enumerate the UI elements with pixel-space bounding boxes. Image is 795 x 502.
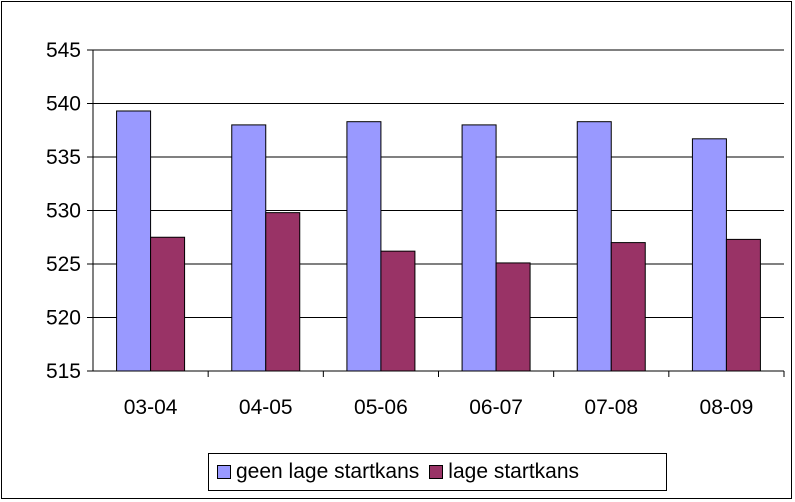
x-tick-label: 04-05 — [239, 396, 293, 419]
y-tick-label: 525 — [46, 253, 81, 276]
bar-2-06-07 — [495, 262, 531, 372]
bar-2-08-09 — [725, 238, 761, 372]
legend: geen lage startkans lage startkans — [208, 453, 667, 491]
y-tick-label: 540 — [46, 93, 81, 116]
bar-2-03-04 — [150, 236, 186, 372]
bar-1-05-06 — [346, 121, 382, 372]
bar-1-08-09 — [691, 138, 727, 372]
y-tick-label: 530 — [46, 200, 81, 223]
x-tick-label: 07-08 — [584, 396, 638, 419]
legend-label-series-2: lage startkans — [448, 460, 580, 483]
x-tick-label: 08-09 — [700, 396, 754, 419]
bar-1-03-04 — [116, 110, 152, 372]
bar-1-04-05 — [231, 124, 267, 372]
bar-1-07-08 — [576, 121, 612, 372]
bar-2-07-08 — [610, 242, 646, 372]
legend-item-series-1: geen lage startkans — [217, 460, 419, 484]
x-tick-label: 03-04 — [124, 396, 178, 419]
legend-item-series-2: lage startkans — [429, 460, 579, 484]
y-tick-label: 520 — [46, 307, 81, 330]
legend-swatch-series-1 — [217, 465, 231, 479]
bar-2-04-05 — [265, 212, 301, 372]
x-tick-label: 06-07 — [469, 396, 523, 419]
y-tick-label: 535 — [46, 146, 81, 169]
x-tick-label: 05-06 — [354, 396, 408, 419]
bar-2-05-06 — [380, 250, 416, 372]
y-tick-label: 515 — [46, 360, 81, 383]
bar-1-06-07 — [461, 124, 497, 372]
y-tick-label: 545 — [46, 39, 81, 62]
legend-swatch-series-2 — [429, 465, 444, 479]
legend-label-series-1: geen lage startkans — [236, 460, 420, 483]
